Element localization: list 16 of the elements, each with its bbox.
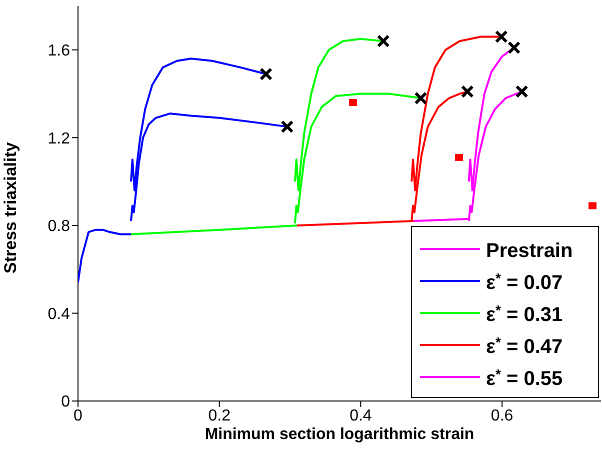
legend-label: Prestrain [486, 240, 573, 262]
y-tick-label: 0.8 [48, 218, 70, 236]
y-tick-label: 0 [61, 394, 70, 411]
legend-label: ε$^{*}$ = 0.07 [486, 270, 563, 294]
y-tick-label: 0.4 [48, 306, 70, 323]
x-tick-label: 0.4 [350, 407, 372, 424]
y-axis-title: Stress triaxiality [1, 142, 20, 274]
legend-label: ε$^{*}$ = 0.55 [486, 366, 563, 390]
x-tick-label: 0.2 [208, 407, 231, 424]
legend-label: ε$^{*}$ = 0.31 [486, 302, 563, 326]
y-tick-label: 1.2 [48, 130, 70, 148]
x-tick-label: 0.6 [490, 407, 514, 424]
legend-label: ε$^{*}$ = 0.47 [486, 334, 563, 358]
x-axis-title: Minimum section logarithmic strain [204, 426, 474, 443]
x-tick-label: 0 [74, 407, 83, 424]
y-tick-label: 1.6 [48, 42, 70, 60]
